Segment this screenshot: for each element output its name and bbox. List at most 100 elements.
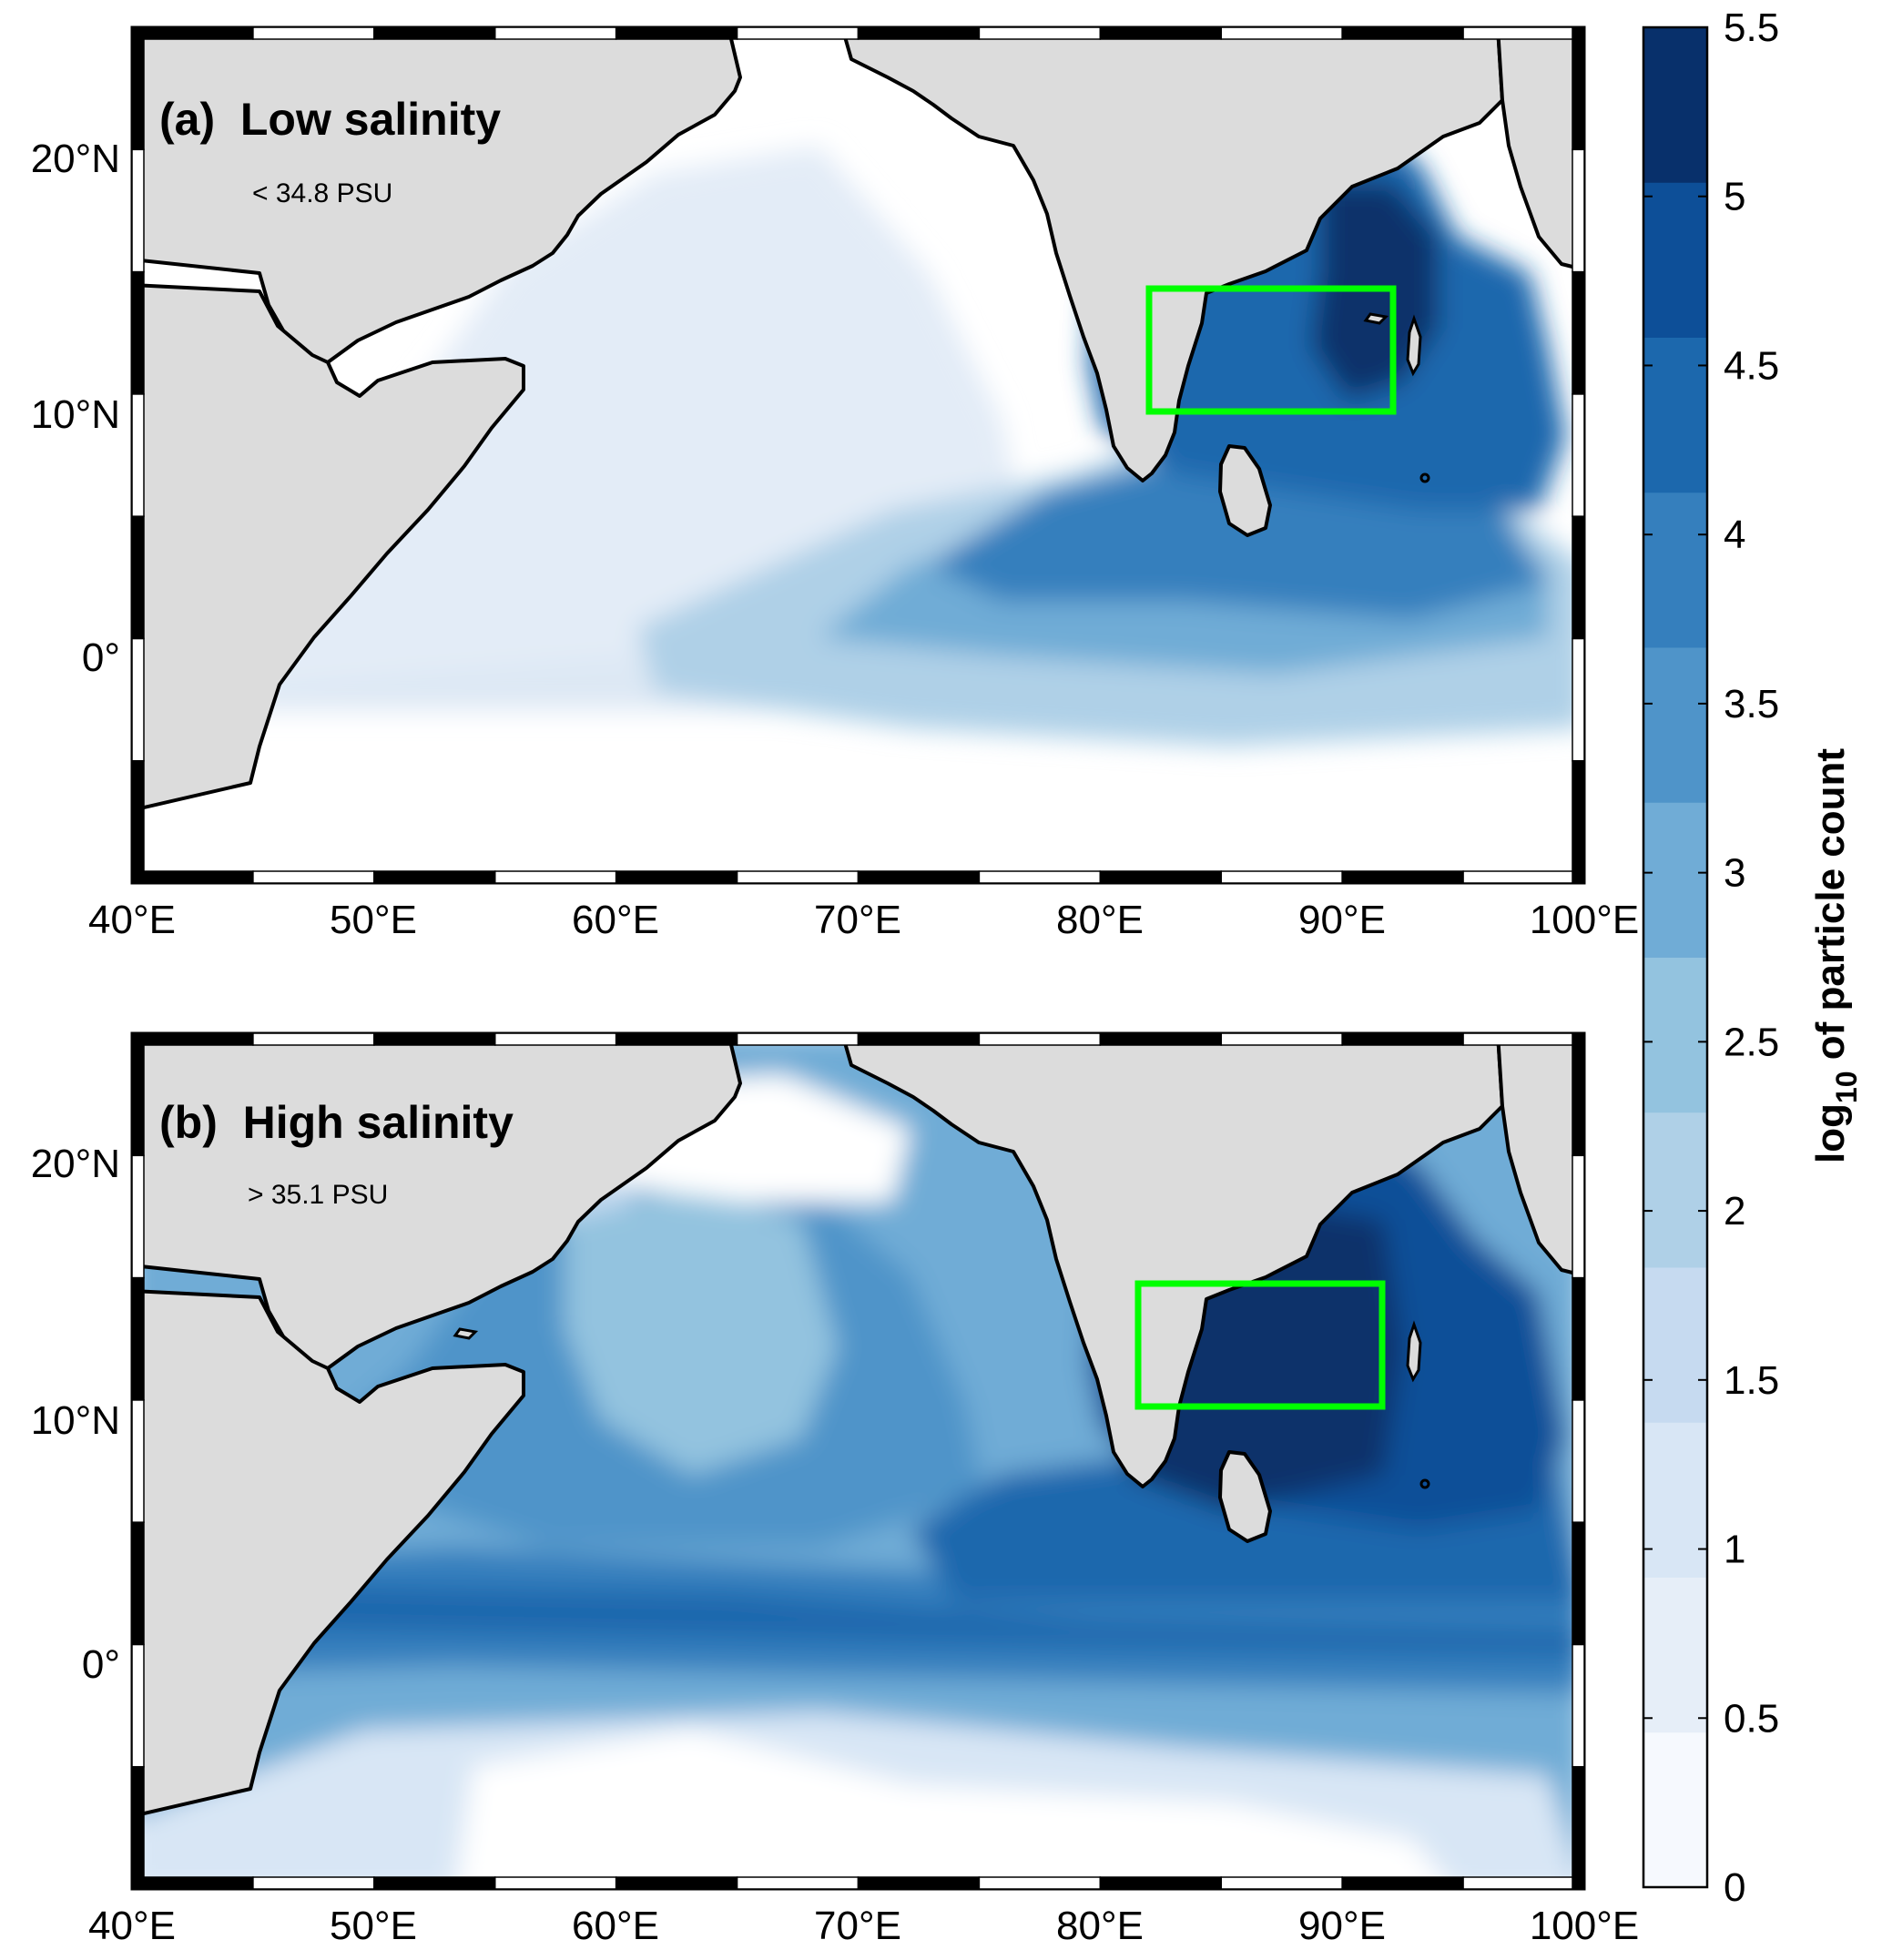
frame-tick-segment: [131, 1032, 145, 1157]
colorbar-label-sub: 10: [1830, 1071, 1863, 1103]
frame-tick-segment: [131, 1399, 145, 1523]
frame-tick-segment: [615, 26, 738, 40]
lon-tick-label: 80°E: [1056, 898, 1144, 942]
frame-tick-segment: [1341, 1876, 1464, 1890]
frame-tick-segment: [1462, 870, 1585, 884]
frame-tick-segment: [1572, 1399, 1585, 1523]
colorbar-swatch: [1643, 1422, 1707, 1578]
frame-tick-segment: [615, 870, 738, 884]
frame-tick-segment: [373, 26, 496, 40]
frame-tick-segment: [494, 26, 617, 40]
colorbar-swatch: [1643, 957, 1707, 1113]
frame-tick-segment: [736, 1876, 860, 1890]
frame-tick-segment: [1572, 1154, 1585, 1279]
frame-tick-segment: [1572, 637, 1585, 762]
colorbar-tick-label: 4.5: [1724, 343, 1779, 388]
panel-a-subtitle: < 34.8 PSU: [252, 178, 392, 208]
panel-a-frame-ticks: [131, 26, 1585, 884]
lat-tick-label: 20°N: [31, 137, 120, 181]
frame-tick-segment: [131, 1876, 254, 1890]
panel-b-lat-ticks: 20°N 10°N 0°: [31, 1142, 120, 1687]
frame-tick-segment: [857, 1876, 981, 1890]
colorbar-swatch: [1643, 1577, 1707, 1733]
frame-tick-segment: [131, 1154, 145, 1279]
lon-tick-label: 50°E: [330, 898, 417, 942]
colorbar-tick-label: 2.5: [1724, 1020, 1779, 1064]
frame-tick-segment: [978, 26, 1102, 40]
colorbar: 0 0.5 1 1.5 2 2.5 3 3.5 4 4.5 5 5.5 log10 of partic…: [1642, 5, 1863, 1910]
frame-tick-segment: [131, 870, 254, 884]
lon-tick-label: 50°E: [330, 1904, 417, 1948]
frame-tick-segment: [1220, 870, 1343, 884]
frame-tick-segment: [252, 1876, 375, 1890]
lon-tick-label: 60°E: [572, 898, 659, 942]
frame-tick-segment: [1341, 870, 1464, 884]
frame-tick-segment: [1220, 1876, 1343, 1890]
colorbar-swatch: [1643, 647, 1707, 803]
frame-tick-segment: [1341, 26, 1464, 40]
colorbar-tick-label: 1.5: [1724, 1358, 1779, 1403]
frame-tick-segment: [1572, 270, 1585, 395]
frame-tick-segment: [736, 1032, 860, 1046]
colorbar-tick-label: 3: [1724, 851, 1745, 896]
frame-tick-segment: [1572, 148, 1585, 273]
frame-tick-segment: [1572, 759, 1585, 884]
frame-tick-segment: [1572, 26, 1585, 151]
frame-tick-segment: [1572, 1643, 1585, 1768]
lat-tick-label: 20°N: [31, 1142, 120, 1186]
panel-a-lon-ticks: 40°E 50°E 60°E 70°E 80°E 90°E 100°E: [88, 898, 1639, 942]
colorbar-tick-label: 0.5: [1724, 1696, 1779, 1741]
colorbar-tick-label: 2: [1724, 1189, 1745, 1234]
frame-tick-segment: [1099, 26, 1223, 40]
colorbar-swatch: [1643, 182, 1707, 338]
frame-tick-segment: [736, 26, 860, 40]
colorbar-swatch: [1643, 337, 1707, 493]
frame-tick-segment: [131, 26, 145, 151]
frame-tick-segment: [1572, 393, 1585, 517]
frame-tick-segment: [494, 1876, 617, 1890]
frame-tick-segment: [131, 1643, 145, 1768]
frame-tick-segment: [1220, 26, 1343, 40]
panel-a-lat-ticks: 20°N 10°N 0°: [31, 137, 120, 680]
frame-tick-segment: [131, 270, 145, 395]
colorbar-tick-label: 4: [1724, 513, 1745, 557]
panel-b-title: (b) High salinity: [159, 1097, 514, 1148]
panel-a-title: (a) Low salinity: [159, 94, 501, 145]
colorbar-swatch: [1643, 1267, 1707, 1423]
lon-tick-label: 100°E: [1530, 1904, 1639, 1948]
frame-tick-segment: [494, 870, 617, 884]
colorbar-swatch: [1643, 492, 1707, 648]
colorbar-swatch: [1643, 1732, 1707, 1888]
frame-tick-segment: [131, 1765, 145, 1890]
frame-tick-segment: [1572, 1765, 1585, 1890]
frame-tick-segment: [494, 1032, 617, 1046]
panel-b-map: (b) High salinity > 35.1 PSU: [130, 1031, 1586, 1891]
colorbar-swatches: [1643, 27, 1707, 1888]
colorbar-tick-label: 5.5: [1724, 5, 1779, 50]
lon-tick-label: 40°E: [88, 1904, 176, 1948]
frame-tick-segment: [1099, 870, 1223, 884]
lon-tick-label: 70°E: [814, 1904, 901, 1948]
frame-tick-segment: [373, 870, 496, 884]
frame-tick-segment: [131, 148, 145, 273]
panel-a-map: (a) Low salinity < 34.8 PSU: [130, 25, 1586, 885]
colorbar-swatch: [1643, 1112, 1707, 1268]
frame-tick-segment: [252, 1032, 375, 1046]
frame-tick-segment: [373, 1032, 496, 1046]
frame-tick-segment: [131, 393, 145, 517]
lat-tick-label: 10°N: [31, 392, 120, 437]
lat-tick-label: 0°: [82, 635, 120, 680]
frame-tick-segment: [978, 1876, 1102, 1890]
frame-tick-segment: [615, 1876, 738, 1890]
frame-tick-segment: [1462, 1876, 1585, 1890]
colorbar-tick-label: 3.5: [1724, 682, 1779, 726]
colorbar-tick-label: 0: [1724, 1865, 1745, 1910]
frame-tick-segment: [978, 1032, 1102, 1046]
frame-tick-segment: [131, 1521, 145, 1646]
frame-tick-segment: [131, 1032, 254, 1046]
frame-tick-segment: [131, 26, 254, 40]
frame-tick-segment: [857, 1032, 981, 1046]
frame-tick-segment: [978, 870, 1102, 884]
panel-b-study-box: [1134, 1280, 1386, 1410]
